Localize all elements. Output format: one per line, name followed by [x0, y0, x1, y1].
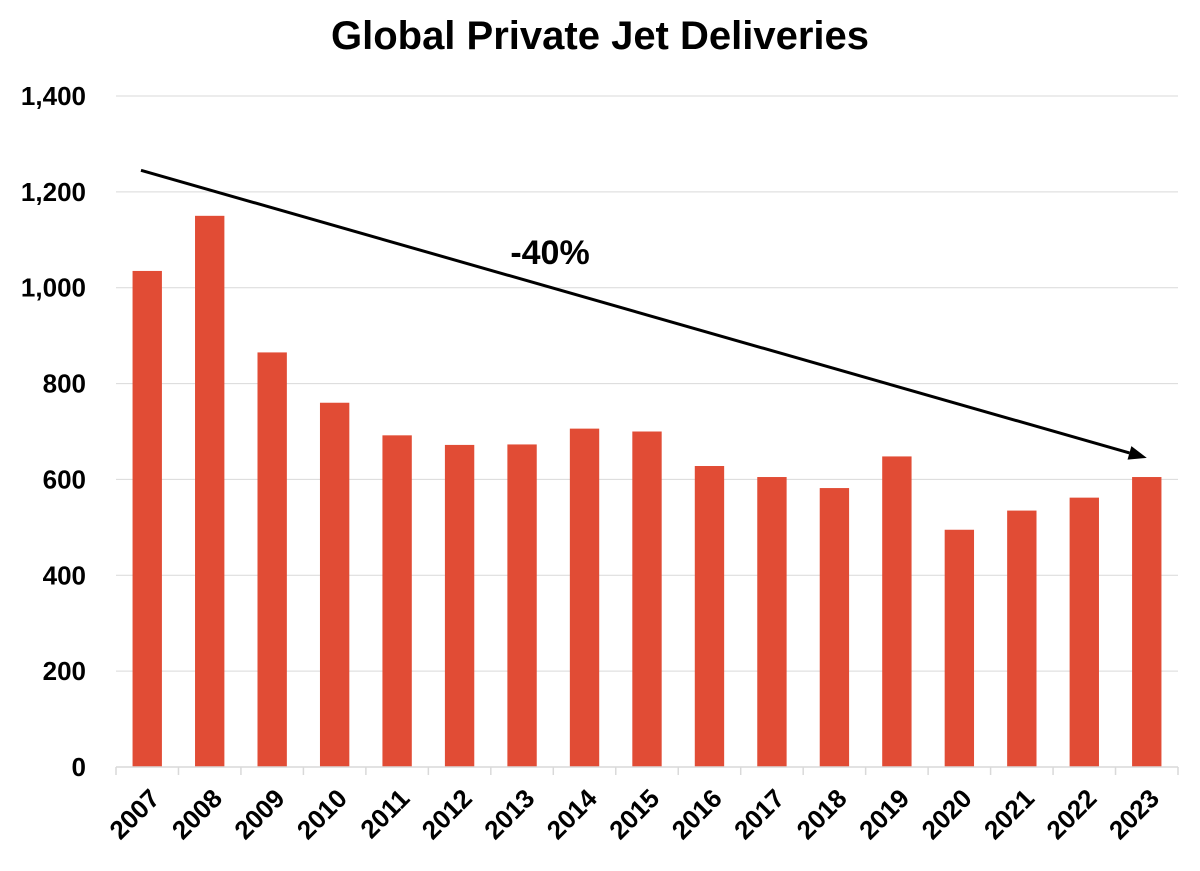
y-tick-label: 600 — [43, 464, 86, 494]
y-tick-label: 400 — [43, 560, 86, 590]
x-tick-label: 2019 — [853, 783, 915, 845]
bar-2009 — [257, 352, 287, 767]
trend-arrow-line — [140, 168, 1130, 455]
bar-2012 — [444, 444, 475, 767]
bar-2017 — [757, 477, 787, 767]
x-tick-label: 2023 — [1103, 783, 1165, 845]
x-tick-label: 2018 — [791, 783, 853, 845]
bar-2022 — [1069, 497, 1099, 767]
trend-arrow-head — [1127, 446, 1147, 460]
x-tick-label: 2020 — [915, 783, 977, 845]
bar-2008 — [195, 215, 225, 768]
bar-2015 — [632, 431, 662, 767]
bar-2014 — [569, 428, 600, 767]
x-tick-label: 2017 — [728, 783, 790, 845]
bar-2016 — [694, 466, 725, 767]
bar-2020 — [944, 529, 975, 767]
annotation: -40% — [140, 168, 1147, 460]
bar-2019 — [882, 456, 912, 767]
x-tick-label: 2014 — [541, 783, 603, 845]
bar-2007 — [132, 270, 162, 767]
x-tick-label: 2022 — [1040, 783, 1102, 845]
y-tick-label: 1,000 — [21, 273, 86, 303]
x-tick-label: 2008 — [166, 783, 228, 845]
x-tick-label: 2011 — [354, 783, 415, 844]
x-tick-label: 2016 — [666, 783, 728, 845]
x-tick-label: 2009 — [228, 783, 290, 845]
x-tick-label: 2015 — [603, 783, 665, 845]
trend-annotation-label: -40% — [510, 234, 589, 272]
bar-2010 — [319, 402, 350, 767]
chart-title: Global Private Jet Deliveries — [330, 14, 870, 58]
bar-2018 — [819, 488, 850, 767]
y-tick-label: 1,200 — [21, 177, 86, 207]
x-tick-label: 2021 — [978, 783, 1040, 845]
bar-2023 — [1132, 477, 1162, 767]
y-tick-label: 200 — [43, 656, 86, 686]
x-tick-label: 2007 — [103, 783, 165, 845]
bar-2021 — [1007, 510, 1037, 767]
y-tick-label: 1,400 — [21, 81, 86, 111]
x-tick-label: 2010 — [291, 783, 353, 845]
x-tick-label: 2012 — [416, 783, 478, 845]
y-tick-label: 800 — [43, 369, 86, 399]
bar-2011 — [382, 435, 412, 767]
x-tick-label: 2013 — [478, 783, 540, 845]
y-tick-label: 0 — [72, 752, 86, 782]
bars — [132, 215, 1162, 768]
axes: 0 200 400 600 800 1,000 1,200 1,400 2007 2008 2009… — [21, 81, 1179, 845]
bar-2013 — [507, 444, 537, 767]
